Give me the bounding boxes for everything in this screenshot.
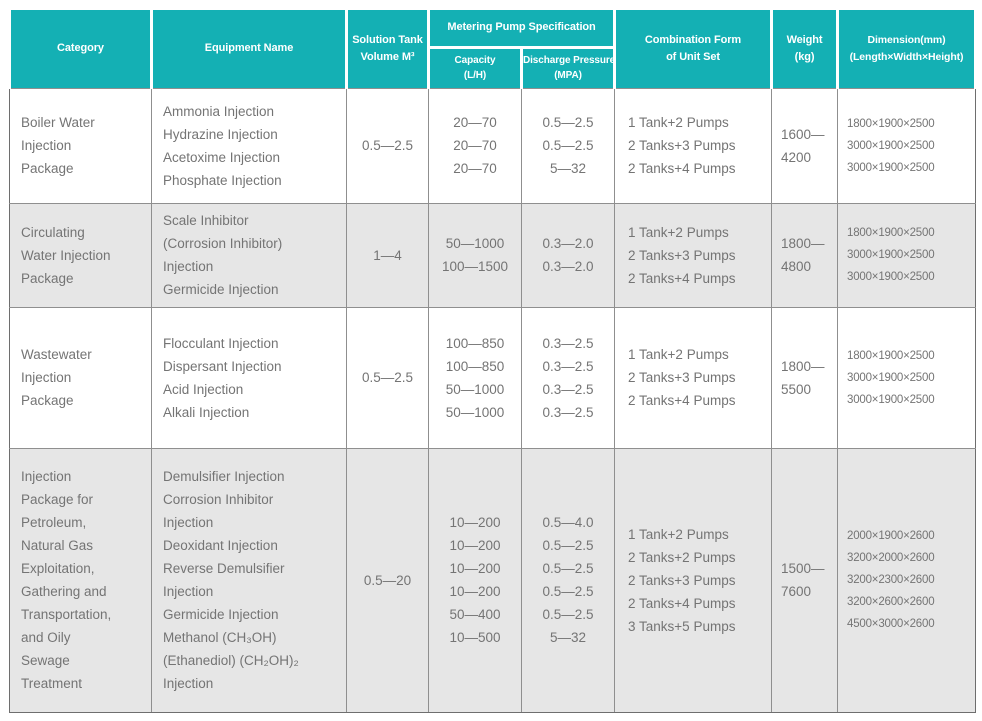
cell-discharge-pressure: 0.3—2.0 0.3—2.0 [520,202,616,308]
cell-dimension: 1800×1900×2500 3000×1900×2500 3000×1900×… [837,202,977,308]
header-combination-form: Combination Form of Unit Set [613,10,774,88]
cell-category: Wastewater Injection Package [9,306,152,449]
cell-equipment-name: Scale Inhibitor (Corrosion Inhibitor) In… [151,202,347,308]
cell-combination-form: 1 Tank+2 Pumps 2 Tanks+3 Pumps 2 Tanks+4… [614,202,773,308]
cell-discharge-pressure: 0.5—2.5 0.5—2.5 5—32 [520,87,616,204]
cell-tank-volume: 1—4 [346,202,429,308]
cell-capacity: 10—200 10—200 10—200 10—200 50—400 10—50… [428,447,522,713]
cell-capacity: 50—1000 100—1500 [428,202,522,308]
header-metering-pump-specification: Metering Pump Specification [426,10,617,49]
cell-category: Injection Package for Petroleum, Natural… [9,447,152,713]
equipment-spec-table: Category Equipment Name Solution Tank Vo… [8,10,978,713]
cell-category: Boiler Water Injection Package [9,87,152,204]
cell-combination-form: 1 Tank+2 Pumps 2 Tanks+2 Pumps 2 Tanks+3… [614,447,773,713]
cell-dimension: 1800×1900×2500 3000×1900×2500 3000×1900×… [837,306,977,449]
cell-weight: 1500— 7600 [771,447,839,713]
header-discharge-pressure: Discharge Pressure (MPA) [519,45,617,88]
cell-tank-volume: 0.5—2.5 [346,306,429,449]
header-capacity: Capacity (L/H) [427,45,523,88]
header-dimension: Dimension(mm) (Length×Width×Height) [836,10,978,88]
cell-equipment-name: Flocculant Injection Dispersant Injectio… [151,306,347,449]
cell-capacity: 100—850 100—850 50—1000 50—1000 [428,306,522,449]
cell-dimension: 1800×1900×2500 3000×1900×2500 3000×1900×… [837,87,977,204]
cell-dimension: 2000×1900×2600 3200×2000×2600 3200×2300×… [837,447,977,713]
cell-equipment-name: Ammonia Injection Hydrazine Injection Ac… [151,87,347,204]
cell-weight: 1800— 5500 [771,306,839,449]
header-solution-tank-volume: Solution Tank Volume M³ [345,10,430,88]
table-row-circulating-water: Circulating Water Injection Package Scal… [9,202,977,308]
cell-discharge-pressure: 0.3—2.5 0.3—2.5 0.3—2.5 0.3—2.5 [520,306,616,449]
cell-weight: 1600— 4200 [771,87,839,204]
cell-capacity: 20—70 20—70 20—70 [428,87,522,204]
cell-weight: 1800— 4800 [771,202,839,308]
cell-combination-form: 1 Tank+2 Pumps 2 Tanks+3 Pumps 2 Tanks+4… [614,306,773,449]
cell-combination-form: 1 Tank+2 Pumps 2 Tanks+3 Pumps 2 Tanks+4… [614,87,773,204]
cell-category: Circulating Water Injection Package [9,202,152,308]
cell-tank-volume: 0.5—20 [346,447,429,713]
table-row-boiler-water: Boiler Water Injection Package Ammonia I… [9,87,977,204]
cell-discharge-pressure: 0.5—4.0 0.5—2.5 0.5—2.5 0.5—2.5 0.5—2.5 … [520,447,616,713]
table-row-petroleum: Injection Package for Petroleum, Natural… [9,447,977,713]
header-weight: Weight (kg) [770,10,840,88]
header-category: Category [8,10,153,88]
header-equipment-name: Equipment Name [150,10,348,88]
table-body: Boiler Water Injection Package Ammonia I… [9,87,977,713]
cell-tank-volume: 0.5—2.5 [346,87,429,204]
table-header: Category Equipment Name Solution Tank Vo… [8,10,978,88]
table-row-wastewater: Wastewater Injection Package Flocculant … [9,306,977,449]
cell-equipment-name: Demulsifier Injection Corrosion Inhibito… [151,447,347,713]
